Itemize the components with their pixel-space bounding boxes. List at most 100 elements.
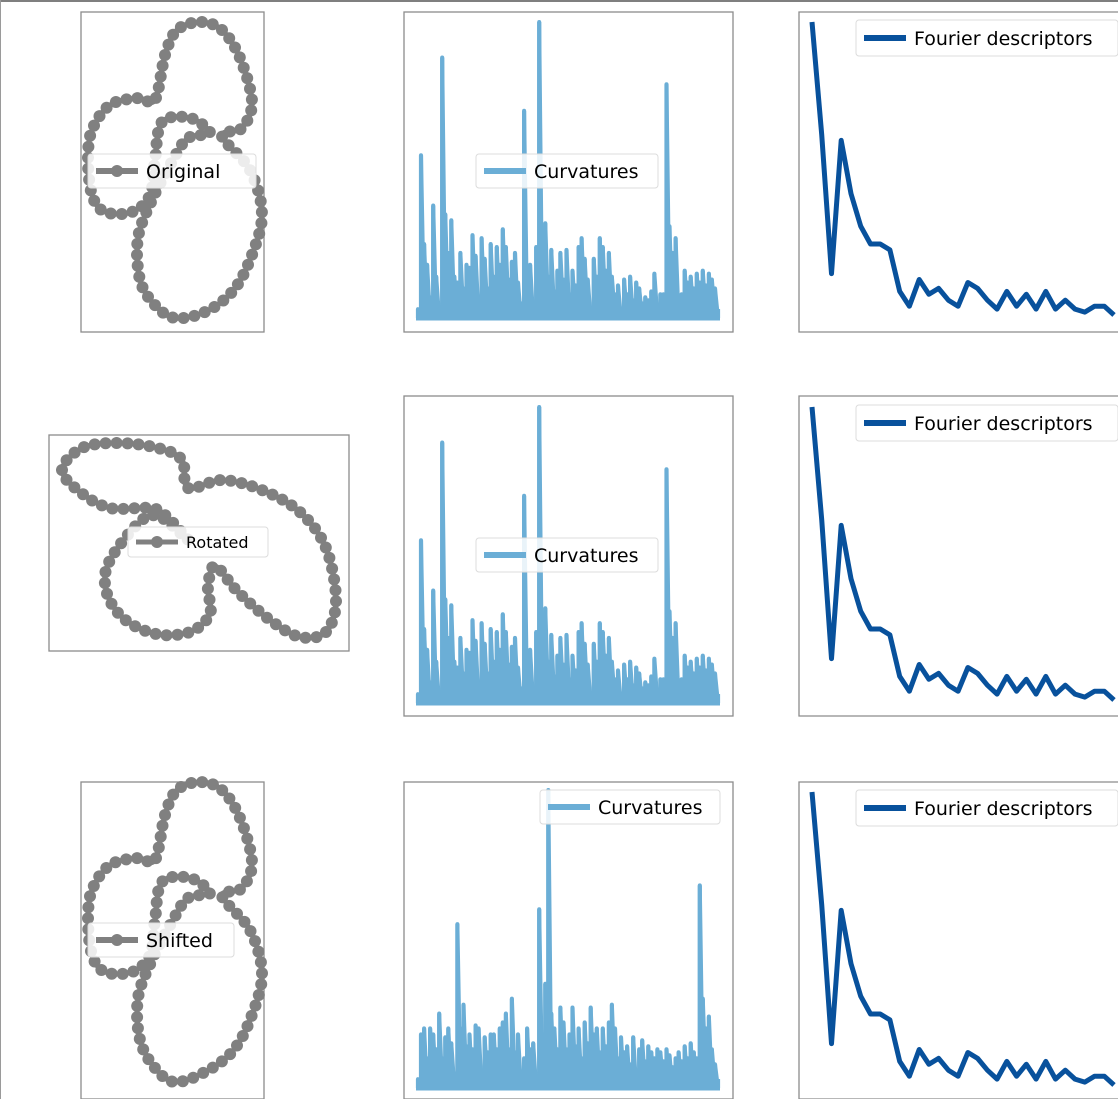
shape-point <box>222 139 235 152</box>
shape-point <box>192 621 205 634</box>
shape-point <box>150 503 163 516</box>
shape-point <box>174 21 187 34</box>
shape-point <box>225 286 238 299</box>
shape-point <box>237 268 250 281</box>
shape-point <box>159 49 171 61</box>
fourier-line <box>809 406 1116 702</box>
axes-frame <box>48 434 350 652</box>
shape-point <box>255 978 268 991</box>
shape-point <box>154 70 167 83</box>
shape-point <box>245 854 258 867</box>
shape-point <box>95 964 108 976</box>
legend-label: Shifted <box>146 930 213 952</box>
shape-point <box>98 577 111 589</box>
shape-point <box>178 472 191 485</box>
shape-point <box>294 506 307 519</box>
legend-frame <box>855 19 1118 57</box>
shape-point <box>221 573 234 586</box>
shape-point <box>254 195 267 208</box>
shape-point <box>166 311 179 324</box>
legend-frame <box>855 789 1118 827</box>
shape-point <box>245 865 258 878</box>
shape-point <box>203 593 216 606</box>
shape-point <box>171 628 184 641</box>
shape-point <box>309 522 321 535</box>
shape-point <box>156 59 169 72</box>
shape-point <box>103 555 116 568</box>
shape-point <box>256 484 269 497</box>
shape-point <box>237 822 250 835</box>
shape-point <box>110 437 123 449</box>
legend-marker <box>111 165 123 177</box>
shape-point <box>149 907 162 920</box>
shape-point <box>128 502 141 515</box>
shape-point <box>244 597 257 610</box>
shape-point <box>244 82 256 95</box>
shape-point <box>193 889 205 902</box>
shape-panel-shifted: Shifted <box>80 776 268 1099</box>
shape-point <box>142 1053 155 1066</box>
shape-point <box>131 237 144 250</box>
shape-point <box>133 270 146 283</box>
shape-point <box>126 205 139 218</box>
shape-point <box>117 502 130 515</box>
shape-point <box>216 24 228 36</box>
legend-label: Curvatures <box>534 161 638 183</box>
shape-point <box>235 477 248 490</box>
shape-point <box>216 784 229 797</box>
shape-point <box>88 438 101 451</box>
shape-point <box>88 955 101 968</box>
shape-point <box>249 935 261 948</box>
shape-point <box>242 258 254 271</box>
axes-frame <box>80 781 265 1099</box>
shape-point <box>231 1039 243 1052</box>
shape-point <box>196 776 209 789</box>
shape-point <box>88 119 100 132</box>
shape-point <box>136 959 149 972</box>
shape-point <box>198 306 211 319</box>
fourier-legend: Fourier descriptors <box>855 404 1118 442</box>
shape-point <box>241 114 254 127</box>
shape-point <box>133 1032 146 1045</box>
shape-point <box>162 798 175 811</box>
shape-point <box>152 885 165 898</box>
shape-point <box>249 238 262 251</box>
shape-point <box>206 1061 219 1074</box>
axes-frame <box>403 395 734 717</box>
shape-point <box>143 440 156 453</box>
shape-point <box>131 259 144 272</box>
fourier-line <box>809 791 1116 1087</box>
shape-point <box>136 216 149 229</box>
shape-point <box>186 112 199 125</box>
shape-point <box>149 299 161 312</box>
shape-point <box>159 509 172 522</box>
shape-point <box>105 597 118 610</box>
shape-point <box>197 879 210 892</box>
shape-point <box>137 1043 150 1056</box>
shape-point <box>173 451 186 464</box>
shape-point <box>206 561 219 574</box>
shape-point <box>288 629 301 642</box>
shape-point <box>206 778 219 791</box>
shape-point <box>203 126 216 138</box>
shape-point <box>152 126 164 139</box>
shape-point <box>178 461 191 474</box>
shape-point <box>188 873 201 886</box>
shape-point <box>131 1022 144 1035</box>
shape-point <box>108 546 121 559</box>
shape-point <box>236 1030 249 1042</box>
shape-point <box>94 203 107 216</box>
shape-point <box>120 853 133 866</box>
shape-point <box>266 488 279 501</box>
shape-point <box>200 614 213 627</box>
shape-point <box>101 587 113 600</box>
shape-point <box>196 118 209 131</box>
shape-point <box>254 956 267 969</box>
shape-point <box>131 92 144 105</box>
shape-point <box>244 843 257 856</box>
shape-point <box>246 248 259 261</box>
shape-point <box>127 965 140 978</box>
legend-marker <box>151 536 163 548</box>
shape-point <box>165 1075 178 1088</box>
legend-label: Curvatures <box>598 797 702 819</box>
